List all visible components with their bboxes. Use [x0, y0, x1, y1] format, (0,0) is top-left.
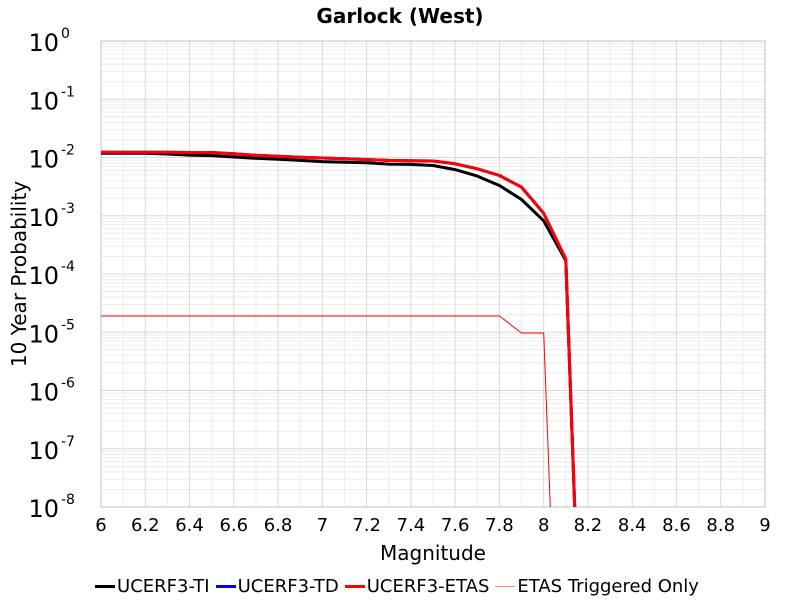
series-line-ucerf3-ti: [101, 151, 577, 508]
y-tick-exponent: -2: [61, 143, 75, 159]
y-tick-exponent: -1: [61, 84, 75, 100]
y-tick-exponent: -4: [61, 259, 75, 275]
x-axis-label: Magnitude: [380, 541, 486, 565]
y-tick-exponent: -7: [61, 434, 75, 450]
x-tick-label: 6.8: [264, 515, 293, 536]
y-tick-label: 10: [28, 262, 59, 290]
x-tick-label: 8: [538, 515, 549, 536]
y-tick-label: 10: [28, 87, 59, 115]
y-tick-exponent: 0: [61, 26, 70, 42]
x-tick-label: 9: [759, 515, 770, 536]
legend-item: UCERF3-ETAS: [344, 575, 490, 597]
legend-label: ETAS Triggered Only: [517, 575, 699, 597]
y-tick-label: 10: [28, 437, 59, 465]
legend-swatch: [95, 584, 116, 588]
y-tick-label: 10: [28, 320, 59, 348]
legend-item: UCERF3-TI: [95, 576, 210, 597]
grid: [100, 40, 766, 508]
legend-item: UCERF3-TD: [215, 575, 339, 597]
series-layer: [101, 150, 577, 508]
y-tick-exponent: -8: [61, 492, 75, 508]
x-tick-label: 8.2: [574, 515, 603, 536]
legend-swatch: [215, 584, 236, 588]
legend-label: UCERF3-TD: [237, 575, 339, 597]
y-tick-exponent: -3: [61, 201, 75, 217]
legend-swatch: [344, 584, 365, 588]
legend-swatch: [495, 585, 516, 587]
y-tick-label: 10: [28, 29, 59, 57]
x-tick-label: 6: [95, 515, 106, 536]
legend: UCERF3-TI UCERF3-TD UCERF3-ETAS ETAS Trigge…: [0, 574, 800, 598]
x-tick-label: 6.2: [131, 515, 160, 536]
series-line-ucerf3-etas: [101, 150, 577, 508]
y-tick-exponent: -5: [61, 317, 75, 333]
legend-label: UCERF3-ETAS: [366, 575, 490, 597]
x-tick-labels: 6 6.2 6.4 6.6 6.8 7 7.2 7.4 7.6 7.8 8 8.2 8.4 8.6 8.8 9: [95, 515, 770, 536]
series-line-etas-triggered-only: [101, 315, 551, 508]
y-tick-label: 10: [28, 379, 59, 407]
x-tick-label: 6.6: [219, 515, 248, 536]
series-line-ucerf3-td: [101, 150, 577, 508]
x-tick-label: 8.8: [706, 515, 735, 536]
chart-title: Garlock (West): [316, 4, 483, 28]
y-tick-label: 10: [28, 495, 59, 523]
x-tick-label: 7.8: [485, 515, 514, 536]
legend-item: ETAS Triggered Only: [495, 576, 699, 597]
x-tick-label: 7: [317, 515, 328, 536]
y-tick-label: 10: [28, 204, 59, 232]
y-tick-exponent: -6: [61, 376, 75, 392]
x-tick-label: 7.6: [441, 515, 470, 536]
legend-label: UCERF3-TI: [117, 575, 210, 597]
plot-area-border: [100, 40, 766, 508]
x-tick-label: 6.4: [175, 515, 204, 536]
y-axis-label: 10 Year Probability: [7, 181, 31, 367]
x-tick-label: 8.4: [618, 515, 647, 536]
x-tick-label: 7.4: [397, 515, 426, 536]
x-tick-label: 8.6: [662, 515, 691, 536]
x-tick-label: 7.2: [352, 515, 381, 536]
y-tick-label: 10: [28, 146, 59, 174]
